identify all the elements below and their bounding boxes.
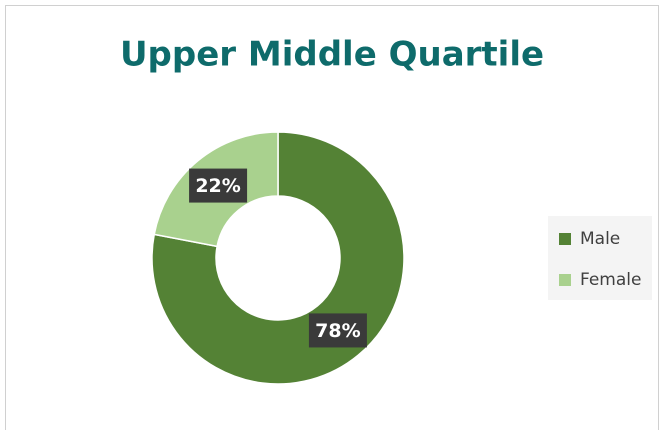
legend-swatch: [559, 274, 571, 286]
chart-title: Upper Middle Quartile: [120, 35, 544, 75]
data-label-box: [308, 313, 367, 348]
data-label-box: [189, 168, 248, 203]
legend-swatch: [559, 233, 571, 245]
data-label: 22%: [195, 175, 240, 197]
data-label: 78%: [315, 320, 360, 342]
legend-label: Male: [580, 229, 620, 249]
legend-label: Female: [580, 270, 641, 290]
